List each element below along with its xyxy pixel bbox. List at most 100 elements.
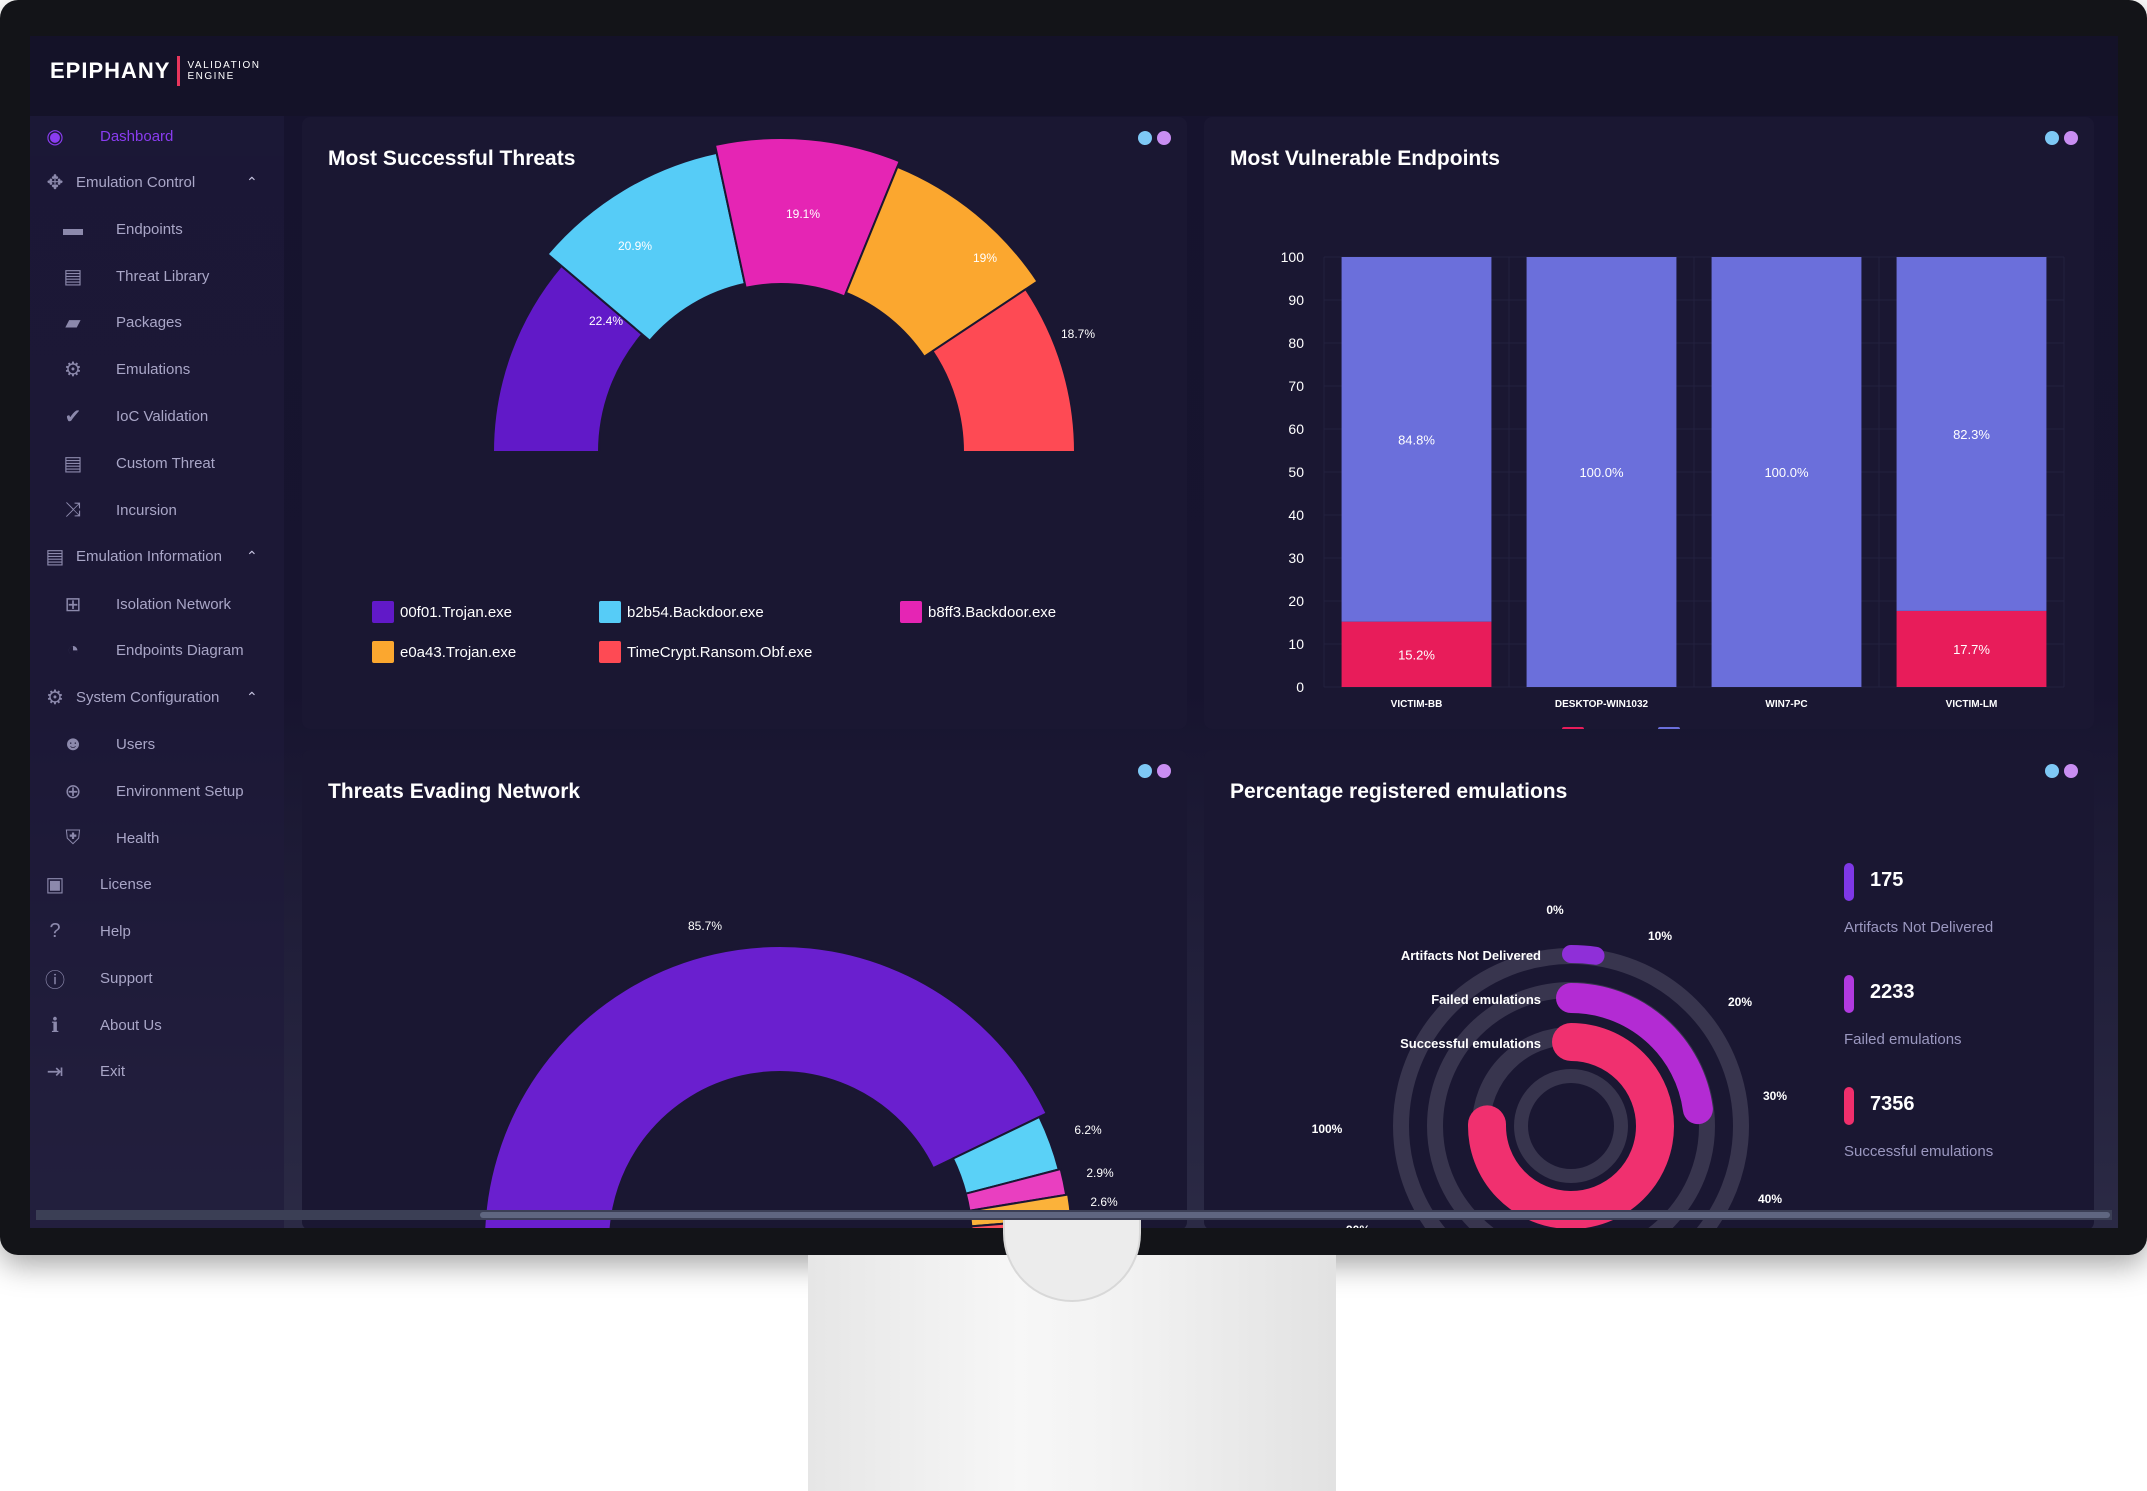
series-label: Successful emulations (1400, 1036, 1541, 1051)
panel-title: Most Vulnerable Endpoints (1230, 147, 1500, 170)
top-bar: EPIPHANY VALIDATION ENGINE (30, 36, 2118, 116)
pie-slice[interactable] (931, 288, 1076, 453)
legend-label: TimeCrypt.Ransom.Obf.exe (627, 643, 813, 661)
dot-icon (2045, 131, 2059, 145)
pie-slice[interactable] (845, 165, 1039, 358)
sidebar-item-system-configuration[interactable]: ⚙ System Configuration ⌃ (30, 677, 284, 717)
bar-failed[interactable] (1896, 610, 2047, 687)
legend-item[interactable]: b8ff3.Backdoor.exe (900, 601, 1056, 623)
slice-label: 2.6% (1090, 1195, 1118, 1209)
radial-bar[interactable] (1562, 945, 1605, 965)
brand-subtitle-line2: ENGINE (187, 71, 235, 82)
panel-title: Threats Evading Network (328, 780, 581, 803)
sidebar-item-isolation-network[interactable]: ⊞ Isolation Network (30, 584, 284, 624)
y-tick-label: 10 (1288, 636, 1304, 652)
sidebar-item-label: Endpoints (116, 220, 183, 238)
panel-menu-dots[interactable] (2045, 764, 2078, 778)
panel-percentage-registered-emulations: Percentage registered emulations Artifac… (1204, 750, 2094, 1228)
sidebar-item-emulation-control[interactable]: ✥ Emulation Control ⌃ (30, 162, 284, 202)
legend-item[interactable]: TimeCrypt.Ransom.Obf.exe (599, 641, 812, 663)
x-tick-label: VICTIM-LM (1946, 699, 1998, 710)
sidebar-item-dashboard[interactable]: ◉ Dashboard (30, 116, 284, 156)
legend-item[interactable]: e0a43.Trojan.exe (372, 641, 516, 663)
bar-success[interactable] (1341, 257, 1492, 622)
threats-chart: 22.4% 20.9% 19.1% 19% 18.7% (492, 137, 1095, 453)
stat-bar (1844, 1087, 1854, 1125)
sidebar-item-health[interactable]: ⛨ Health (30, 818, 284, 858)
sidebar-item-label: Health (116, 829, 160, 847)
panel-menu-dots[interactable] (2045, 131, 2078, 145)
sidebar-item-label: Emulation Control (76, 173, 196, 191)
sidebar-item-threat-library[interactable]: ▤ Threat Library (30, 256, 284, 296)
slice-label: 19% (973, 251, 997, 265)
sidebar-item-license[interactable]: ▣ License (30, 864, 284, 904)
dot-icon (2045, 764, 2059, 778)
sidebar-item-label: Emulations (116, 360, 191, 378)
sidebar-item-users[interactable]: ☻ Users (30, 724, 284, 764)
sidebar-item-emulations[interactable]: ⚙ Emulations (30, 349, 284, 389)
chevron-up-icon[interactable]: ⌃ (246, 173, 258, 190)
sidebar-item-label: License (100, 875, 152, 893)
sidebar-item-packages[interactable]: ▰ Packages (30, 302, 284, 342)
sidebar-item-label: Isolation Network (116, 595, 232, 613)
bar-success[interactable] (1526, 257, 1677, 687)
legend-item[interactable]: b2b54.Backdoor.exe (599, 601, 764, 623)
slice-label: 6.2% (1074, 1123, 1102, 1137)
radial-track (1514, 1069, 1628, 1183)
bar-data-label: 100.0% (1764, 465, 1809, 480)
bar-data-label: 82.3% (1953, 427, 1990, 442)
settings-icon: ⚙ (46, 686, 64, 709)
bar-failed[interactable] (1341, 621, 1492, 687)
bar-success[interactable] (1711, 257, 1862, 687)
radial-bar[interactable] (1468, 1023, 1674, 1228)
stat-caption: Artifacts Not Delivered (1844, 919, 1994, 936)
brand-subtitle-line1: VALIDATION (187, 60, 261, 71)
sidebar-item-endpoints[interactable]: ▬ Endpoints (30, 209, 284, 249)
sidebar-item-endpoints-diagram[interactable]: ◔ Endpoints Diagram (30, 630, 284, 670)
legend-label: e0a43.Trojan.exe (400, 643, 517, 661)
sidebar-item-label: Incursion (116, 501, 177, 519)
id-card-icon: ▣ (45, 873, 65, 896)
sidebar-item-exit[interactable]: ⇥ Exit (30, 1051, 284, 1091)
panel-menu-dots[interactable] (1138, 764, 1171, 778)
slice-label: 20.9% (618, 239, 652, 253)
y-tick-label: 100 (1281, 249, 1305, 265)
sidebar-item-incursion[interactable]: ⤨ Incursion (30, 490, 284, 530)
scrollbar-thumb[interactable] (480, 1212, 2110, 1218)
sidebar-item-ioc-validation[interactable]: ✔ IoC Validation (30, 396, 284, 436)
sidebar-item-emulation-information[interactable]: ▤ Emulation Information ⌃ (30, 536, 284, 576)
support-icon: ⓘ (45, 969, 65, 992)
sidebar-item-about-us[interactable]: ℹ About Us (30, 1005, 284, 1045)
radial-bar[interactable] (1556, 983, 1713, 1125)
stat-bar (1844, 863, 1854, 901)
stat-bar (1844, 975, 1854, 1013)
pie-slice[interactable] (483, 945, 1048, 1228)
slice-label: 2.9% (1086, 1166, 1114, 1180)
panel-menu-dots[interactable] (1138, 131, 1171, 145)
legend-item[interactable]: 00f01.Trojan.exe (372, 601, 512, 623)
sidebar-item-help[interactable]: ? Help (30, 911, 284, 951)
panel-threats-evading-network: Threats Evading Network 85.7% 6.2% 2.9% 2.6… (302, 750, 1187, 1228)
stat-caption: Successful emulations (1844, 1143, 1994, 1160)
panel-most-vulnerable-endpoints: Most Vulnerable Endpoints 100 90 80 70 60 50 4… (1204, 117, 2094, 729)
sidebar-item-label: Environment Setup (116, 782, 244, 800)
chevron-up-icon[interactable]: ⌃ (246, 547, 258, 564)
stat-value: 2233 (1870, 981, 1915, 1003)
sidebar-item-label: Help (100, 922, 131, 940)
sidebar-item-support[interactable]: ⓘ Support (30, 958, 284, 998)
chevron-up-icon[interactable]: ⌃ (246, 688, 258, 705)
network-icon: ⊞ (64, 593, 82, 616)
sidebar-item-label: IoC Validation (116, 407, 209, 425)
sidebar-item-label: Exit (100, 1062, 126, 1080)
sidebar-item-environment-setup[interactable]: ⊕ Environment Setup (30, 771, 284, 811)
bar-data-label: 84.8% (1398, 432, 1435, 447)
dashboard-icon: ◉ (46, 125, 64, 148)
pie-chart-icon: ◔ (66, 638, 80, 661)
y-tick-label: 90 (1288, 292, 1304, 308)
sidebar-item-custom-threat[interactable]: ▤ Custom Threat (30, 443, 284, 483)
pie-slice[interactable] (713, 137, 901, 298)
x-tick-label: DESKTOP-WIN1032 (1555, 699, 1649, 710)
shuffle-icon: ⤨ (65, 498, 81, 521)
bar-success[interactable] (1896, 257, 2047, 611)
y-tick-label: 30 (1288, 550, 1304, 566)
